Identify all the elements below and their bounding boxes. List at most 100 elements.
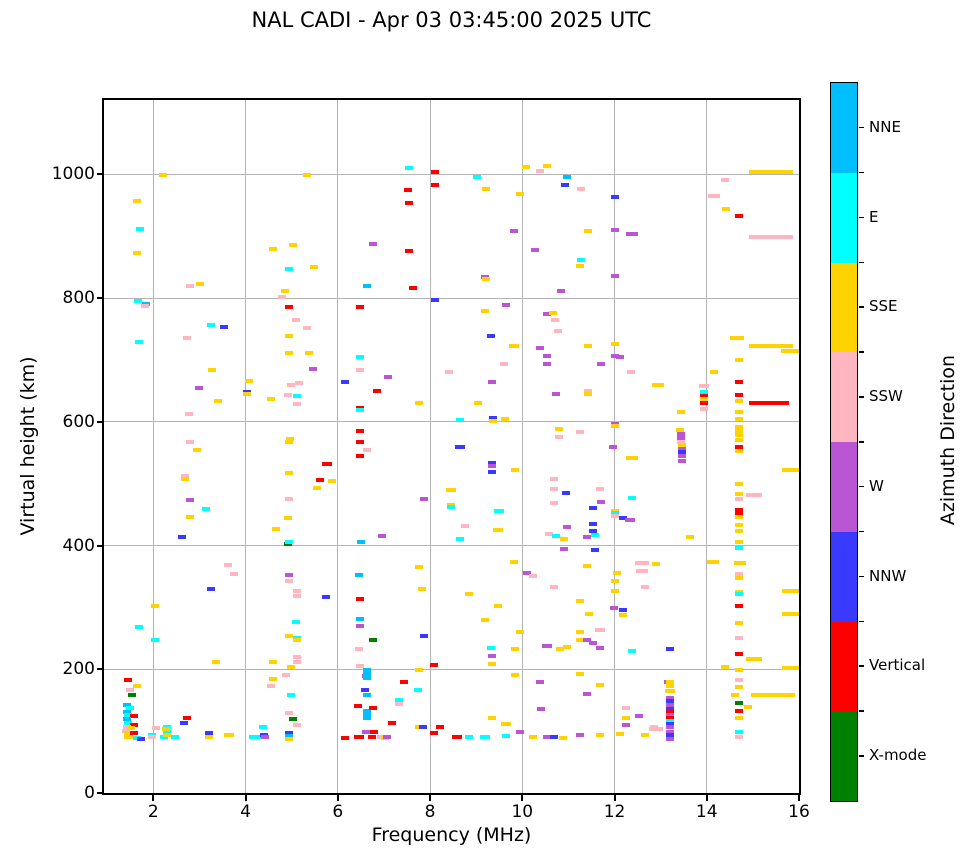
data-point bbox=[622, 706, 631, 711]
data-point bbox=[677, 440, 686, 445]
colorbar-boundary-tick bbox=[859, 441, 864, 443]
data-point bbox=[272, 527, 281, 532]
data-point bbox=[781, 349, 799, 354]
data-point bbox=[721, 178, 730, 183]
data-point bbox=[746, 656, 763, 661]
x-tick-label-10: 10 bbox=[511, 802, 534, 822]
data-point bbox=[665, 709, 674, 714]
data-point bbox=[394, 698, 403, 703]
data-point bbox=[161, 727, 170, 732]
data-point bbox=[549, 311, 558, 316]
data-point bbox=[159, 735, 168, 740]
data-point bbox=[511, 646, 520, 651]
data-point bbox=[634, 713, 643, 718]
data-point bbox=[735, 545, 744, 550]
data-point bbox=[559, 536, 568, 541]
data-point bbox=[735, 528, 744, 533]
data-point bbox=[500, 416, 509, 421]
data-point bbox=[735, 589, 744, 594]
data-point bbox=[446, 505, 455, 510]
data-point bbox=[464, 735, 473, 740]
data-point bbox=[185, 497, 194, 502]
data-point bbox=[515, 192, 524, 197]
data-point bbox=[665, 688, 676, 693]
data-point bbox=[531, 248, 540, 253]
data-point bbox=[735, 651, 744, 656]
data-point bbox=[487, 654, 496, 659]
data-point bbox=[522, 570, 531, 575]
data-point bbox=[377, 533, 386, 538]
data-point bbox=[431, 298, 440, 303]
data-point bbox=[677, 450, 686, 455]
data-point bbox=[590, 548, 599, 553]
data-point bbox=[368, 242, 377, 247]
data-point bbox=[181, 476, 190, 481]
data-point bbox=[430, 662, 439, 667]
data-point bbox=[610, 578, 619, 583]
data-point bbox=[730, 693, 739, 698]
data-point bbox=[584, 391, 593, 396]
data-point bbox=[404, 187, 413, 192]
x-tick-2 bbox=[152, 795, 155, 801]
data-point bbox=[509, 343, 520, 348]
data-point bbox=[489, 419, 498, 424]
data-point bbox=[195, 281, 204, 286]
data-point bbox=[211, 660, 220, 665]
data-point bbox=[595, 486, 604, 491]
data-point bbox=[493, 508, 504, 513]
data-point bbox=[781, 589, 799, 594]
data-point bbox=[286, 665, 295, 670]
data-point bbox=[127, 692, 136, 697]
data-point bbox=[652, 562, 661, 567]
data-point bbox=[735, 523, 744, 528]
data-point bbox=[356, 664, 365, 669]
data-point bbox=[610, 605, 619, 610]
data-point bbox=[500, 361, 509, 366]
colorbar-boundary-tick bbox=[859, 261, 864, 263]
data-point bbox=[735, 571, 744, 576]
colorbar-segment-NNW bbox=[831, 531, 857, 622]
data-point bbox=[609, 445, 618, 450]
data-point bbox=[589, 528, 598, 533]
data-point bbox=[135, 339, 144, 344]
data-point bbox=[665, 730, 674, 735]
colorbar-tick-label-NNE: NNE bbox=[869, 117, 901, 136]
data-point bbox=[665, 733, 674, 738]
data-point bbox=[549, 486, 558, 491]
data-point bbox=[322, 462, 333, 467]
data-point bbox=[312, 485, 321, 490]
data-point bbox=[625, 232, 638, 237]
data-point bbox=[289, 717, 298, 722]
data-point bbox=[781, 611, 799, 616]
data-point bbox=[414, 725, 423, 730]
data-point bbox=[618, 613, 627, 618]
data-point bbox=[369, 729, 378, 734]
data-point bbox=[419, 497, 428, 502]
data-point bbox=[676, 428, 684, 433]
data-point bbox=[404, 248, 413, 253]
data-point bbox=[735, 635, 744, 640]
data-point bbox=[341, 380, 350, 385]
data-point bbox=[618, 516, 627, 521]
colorbar-tick-X-mode bbox=[859, 755, 864, 757]
data-point bbox=[123, 678, 132, 683]
data-point bbox=[549, 584, 558, 589]
x-tick-4 bbox=[244, 795, 247, 801]
data-point bbox=[735, 433, 744, 438]
data-point bbox=[284, 497, 293, 502]
data-point bbox=[665, 695, 674, 700]
data-point bbox=[284, 736, 293, 741]
data-point bbox=[293, 638, 302, 643]
data-point bbox=[751, 693, 796, 698]
data-point bbox=[284, 515, 293, 520]
data-point bbox=[536, 707, 545, 712]
data-point bbox=[735, 410, 744, 415]
data-point bbox=[135, 227, 144, 232]
data-point bbox=[610, 342, 619, 347]
data-point bbox=[354, 734, 365, 739]
data-point bbox=[588, 641, 597, 646]
data-point bbox=[550, 735, 559, 740]
data-point bbox=[677, 410, 686, 415]
data-point bbox=[482, 187, 491, 192]
data-point bbox=[129, 730, 138, 735]
